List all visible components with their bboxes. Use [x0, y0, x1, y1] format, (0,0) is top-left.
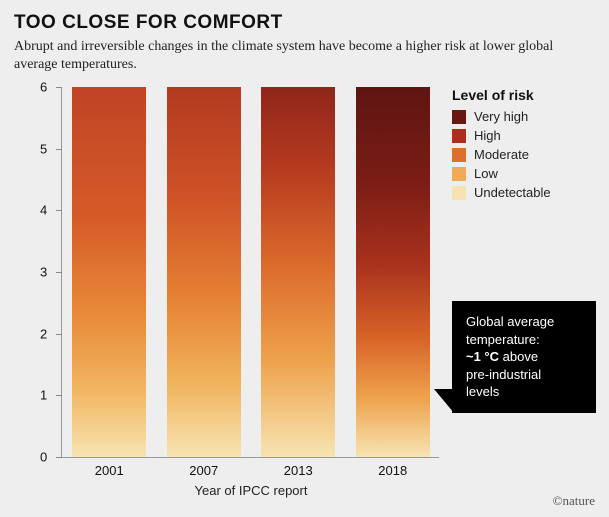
legend-swatch — [452, 186, 466, 200]
legend-swatch — [452, 129, 466, 143]
x-tick-label: 2007 — [189, 463, 218, 478]
legend-label: Undetectable — [474, 185, 551, 200]
bar-2013 — [261, 87, 335, 457]
y-tick-label: 5 — [40, 141, 47, 156]
legend-label: Low — [474, 166, 498, 181]
callout-line: pre-industrial — [466, 366, 582, 384]
bar-slot — [62, 87, 157, 457]
legend-swatch — [452, 148, 466, 162]
legend-swatch — [452, 110, 466, 124]
callout-line: ~1 °C above — [466, 348, 582, 366]
bar-slot — [251, 87, 346, 457]
chart-title: TOO CLOSE FOR COMFORT — [14, 12, 595, 34]
x-tick-label: 2018 — [378, 463, 407, 478]
y-tick-mark — [56, 149, 62, 150]
callout-line: temperature: — [466, 331, 582, 349]
y-tick-mark — [56, 395, 62, 396]
x-axis-line — [61, 457, 439, 458]
callout-line: levels — [466, 383, 582, 401]
y-tick-label: 2 — [40, 326, 47, 341]
legend-title: Level of risk — [452, 87, 609, 103]
callout-tail — [434, 389, 454, 413]
bar-slot — [346, 87, 441, 457]
bar-2001 — [72, 87, 146, 457]
bar-slot — [157, 87, 252, 457]
chart-area: Global mean surface temperature (°C) 012… — [14, 87, 595, 487]
y-tick-label: 1 — [40, 388, 47, 403]
bar-2018 — [356, 87, 430, 457]
legend: Level of risk Very high High Moderate Low Un… — [452, 87, 609, 204]
plot-region: 0123456 2001200720132018 Year of IPCC re… — [62, 87, 440, 457]
legend-swatch — [452, 167, 466, 181]
x-tick-label: 2013 — [284, 463, 313, 478]
x-tick-label: 2001 — [95, 463, 124, 478]
y-tick-mark — [56, 210, 62, 211]
legend-label: Moderate — [474, 147, 529, 162]
bar-2007 — [167, 87, 241, 457]
callout-box: Global average temperature: ~1 °C above … — [452, 301, 596, 413]
legend-item: High — [452, 128, 609, 143]
legend-label: Very high — [474, 109, 528, 124]
bars-container — [62, 87, 440, 457]
x-axis-label: Year of IPCC report — [195, 483, 308, 498]
legend-item: Very high — [452, 109, 609, 124]
y-tick-mark — [56, 87, 62, 88]
y-tick-label: 3 — [40, 265, 47, 280]
y-tick-label: 0 — [40, 450, 47, 465]
credit: ©nature — [553, 493, 595, 509]
y-tick-mark — [56, 272, 62, 273]
y-tick-label: 6 — [40, 80, 47, 95]
y-tick-label: 4 — [40, 203, 47, 218]
y-tick-mark — [56, 457, 62, 458]
chart-subtitle: Abrupt and irreversible changes in the c… — [14, 38, 595, 73]
callout-line: Global average — [466, 313, 582, 331]
legend-item: Undetectable — [452, 185, 609, 200]
legend-item: Moderate — [452, 147, 609, 162]
y-tick-mark — [56, 334, 62, 335]
legend-item: Low — [452, 166, 609, 181]
legend-label: High — [474, 128, 501, 143]
